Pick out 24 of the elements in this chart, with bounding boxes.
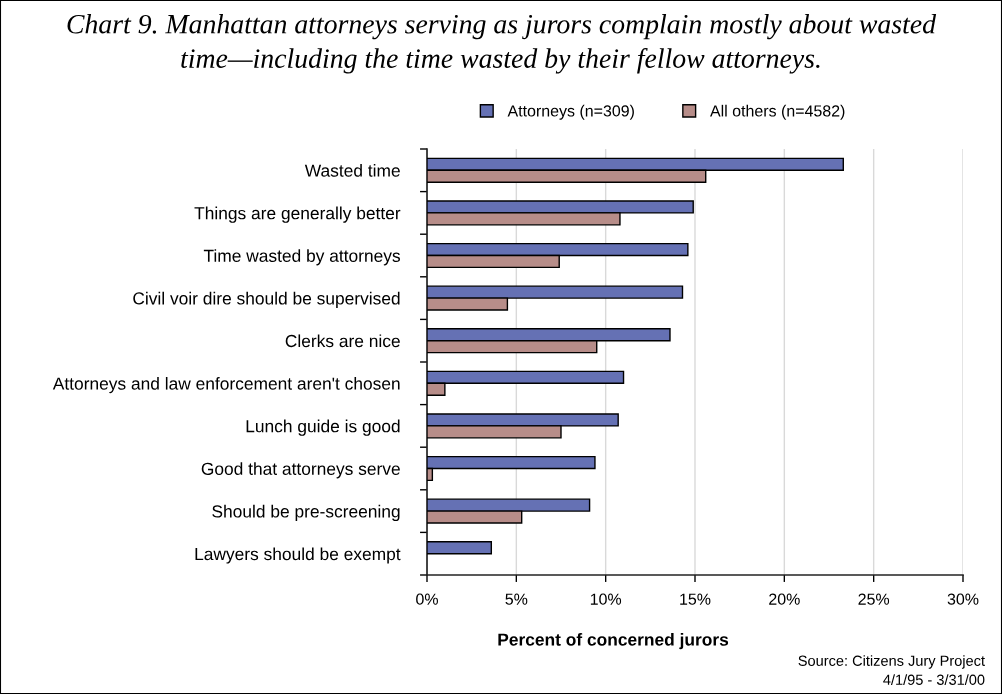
legend-label: All others (n=4582) bbox=[710, 104, 845, 120]
x-tick-label: 15% bbox=[680, 593, 711, 605]
x-tick-label: 25% bbox=[858, 593, 890, 605]
y-tick-label: Should be pre-screening bbox=[212, 504, 400, 521]
y-tick-label: Lawyers should be exempt bbox=[195, 547, 401, 564]
y-tick-label: Civil voir dire should be supervised bbox=[133, 291, 400, 308]
x-axis-title: Percent of concerned jurors bbox=[498, 633, 729, 650]
y-tick-label: Things are generally better bbox=[194, 206, 401, 223]
x-tick-label: 5% bbox=[505, 593, 528, 605]
y-tick-label: Clerks are nice bbox=[285, 334, 400, 348]
x-tick-label: 0% bbox=[416, 593, 438, 605]
legend-label: Attorneys (n=309) bbox=[507, 104, 634, 120]
x-tick-label: 20% bbox=[769, 593, 800, 605]
chart-title: Chart 9. Manhattan attorneys serving as jurors complain mostly about wasted time—including the time wasted by their fellow attorneys. bbox=[67, 14, 937, 74]
x-tick-label: 30% bbox=[947, 593, 979, 605]
source-note: Source: Citizens Jury Project bbox=[798, 655, 985, 669]
y-tick-label: Good that attorneys serve bbox=[201, 462, 400, 479]
y-tick-label: Lunch guide is good bbox=[246, 419, 400, 436]
x-tick-label: 10% bbox=[590, 593, 622, 605]
bar bbox=[427, 541, 493, 555]
text: 4/1/95 - 3/31/00 bbox=[883, 674, 985, 685]
y-tick-label: Time wasted by attorneys bbox=[203, 249, 400, 266]
y-tick-label: Attorneys and law enforcement aren't chosen bbox=[52, 377, 400, 394]
y-tick-label: Wasted time bbox=[304, 164, 400, 177]
